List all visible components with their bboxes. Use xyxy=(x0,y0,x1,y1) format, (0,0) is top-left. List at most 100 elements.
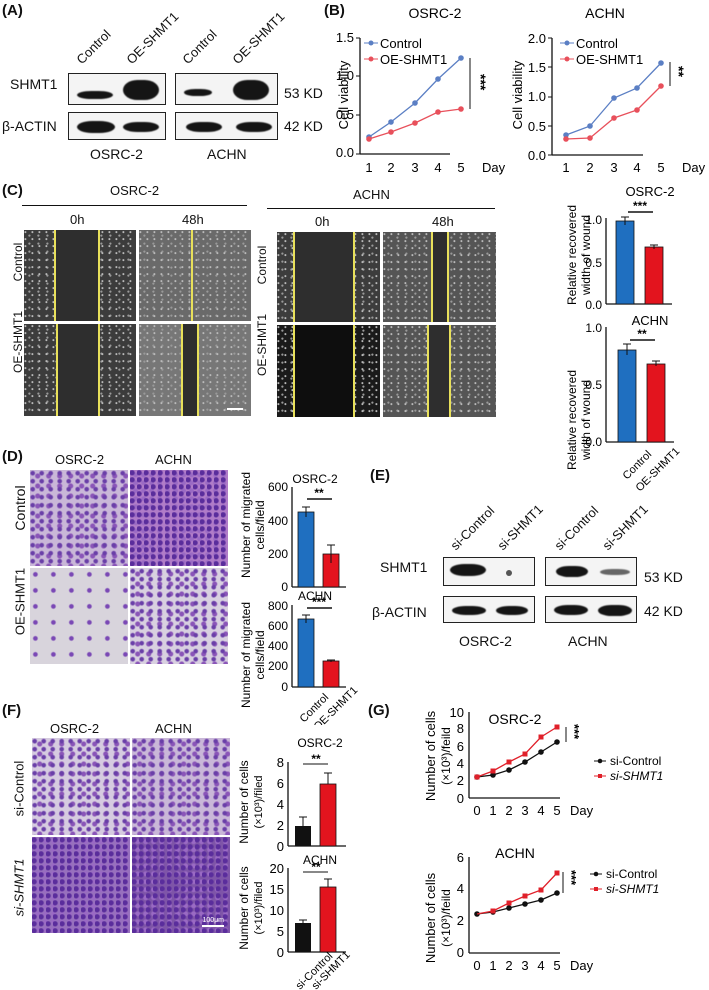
svg-text:0.5: 0.5 xyxy=(528,119,546,134)
svg-text:0: 0 xyxy=(457,791,464,806)
svg-text:2: 2 xyxy=(457,913,464,928)
svg-text:4: 4 xyxy=(457,756,464,771)
svg-text:3: 3 xyxy=(521,958,528,973)
svg-text:8: 8 xyxy=(277,755,284,770)
c-row-control: Control xyxy=(11,242,25,282)
f-row-sicontrol: si-Control xyxy=(11,760,27,817)
svg-text:5: 5 xyxy=(457,160,464,175)
svg-text:2: 2 xyxy=(277,818,284,833)
cell-line-osrc2: OSRC-2 xyxy=(459,633,512,649)
svg-text:4: 4 xyxy=(537,803,544,818)
blot-actin-osrc2 xyxy=(443,596,535,623)
wound-image xyxy=(24,324,136,416)
svg-text:800: 800 xyxy=(268,599,288,613)
svg-text:Day: Day xyxy=(570,803,594,818)
d-row-control: Control xyxy=(12,485,28,531)
panel-label-b: (B) xyxy=(324,2,345,19)
d-row-oe: OE-SHMT1 xyxy=(12,567,28,636)
svg-text:(×10³)/filed: (×10³)/filed xyxy=(253,882,265,935)
svg-text:Number of migrated: Number of migrated xyxy=(239,472,253,578)
svg-text:0.0: 0.0 xyxy=(585,435,602,449)
svg-text:ACHN: ACHN xyxy=(298,589,332,603)
svg-text:3: 3 xyxy=(521,803,528,818)
svg-text:6: 6 xyxy=(277,776,284,791)
lane-label: OE-SHMT1 xyxy=(123,8,182,67)
svg-text:cells/field: cells/field xyxy=(253,630,267,679)
svg-text:4: 4 xyxy=(633,160,640,175)
wound-image xyxy=(139,324,251,416)
mw-42kd: 42 KD xyxy=(284,118,323,134)
svg-text:(×10³)/feild: (×10³)/feild xyxy=(439,889,453,947)
svg-text:(×10³)/feild: (×10³)/feild xyxy=(439,727,453,785)
svg-text:si-Control: si-Control xyxy=(610,754,661,768)
cell-line-osrc2: OSRC-2 xyxy=(90,146,143,162)
svg-text:1: 1 xyxy=(562,160,569,175)
svg-text:1.5: 1.5 xyxy=(336,30,354,45)
wound-image xyxy=(383,232,496,322)
row-label-actin: β-ACTIN xyxy=(2,118,57,134)
wound-image xyxy=(24,230,136,321)
svg-text:6: 6 xyxy=(457,850,464,865)
transwell-image xyxy=(130,568,228,664)
svg-text:0.5: 0.5 xyxy=(585,378,602,392)
scale-bar xyxy=(227,408,243,410)
svg-text:OE-SHMT1: OE-SHMT1 xyxy=(380,52,447,67)
d-cellline-achn: ACHN xyxy=(155,452,192,467)
svg-text:ACHN: ACHN xyxy=(495,845,535,861)
f-cellline-osrc2: OSRC-2 xyxy=(50,721,100,736)
svg-text:5: 5 xyxy=(553,958,560,973)
svg-text:cells/field: cells/field xyxy=(253,500,267,549)
svg-text:10: 10 xyxy=(270,903,284,918)
svg-text:5: 5 xyxy=(277,924,284,939)
wound-image xyxy=(383,325,496,417)
svg-text:5: 5 xyxy=(553,803,560,818)
svg-text:**: ** xyxy=(311,860,321,874)
svg-text:2: 2 xyxy=(505,803,512,818)
svg-text:Control: Control xyxy=(380,36,422,51)
svg-text:2: 2 xyxy=(586,160,593,175)
svg-text:Number of cells: Number of cells xyxy=(237,760,251,843)
chart-title: OSRC-2 xyxy=(409,5,462,21)
invasion-image xyxy=(32,738,130,835)
svg-text:0.5: 0.5 xyxy=(585,256,602,270)
svg-text:0: 0 xyxy=(277,945,284,960)
svg-text:Cell viability: Cell viability xyxy=(510,60,525,129)
svg-text:si-SHMT1: si-SHMT1 xyxy=(610,769,663,783)
svg-text:2: 2 xyxy=(457,773,464,788)
svg-text:1.0: 1.0 xyxy=(336,68,354,83)
transwell-image xyxy=(130,470,228,566)
c-time-48h: 48h xyxy=(182,212,204,227)
svg-text:1: 1 xyxy=(489,958,496,973)
svg-text:**: ** xyxy=(314,486,324,500)
panel-label-c: (C) xyxy=(2,182,23,199)
transwell-image xyxy=(30,470,128,566)
panel-label-g: (G) xyxy=(368,702,390,719)
transwell-image xyxy=(30,568,128,664)
svg-text:Day: Day xyxy=(570,958,594,973)
svg-text:***: *** xyxy=(312,595,326,609)
svg-text:ACHN: ACHN xyxy=(632,313,669,328)
cell-line-achn: ACHN xyxy=(568,633,608,649)
svg-text:6: 6 xyxy=(457,739,464,754)
svg-text:0.0: 0.0 xyxy=(528,148,546,163)
svg-text:200: 200 xyxy=(268,547,288,561)
d-cellline-osrc2: OSRC-2 xyxy=(55,452,105,467)
svg-text:3: 3 xyxy=(610,160,617,175)
cell-line-achn: ACHN xyxy=(207,146,247,162)
svg-text:0: 0 xyxy=(277,839,284,854)
svg-text:Relative recovered: Relative recovered xyxy=(565,370,579,470)
svg-text:(×10³)/filed: (×10³)/filed xyxy=(253,776,265,829)
svg-text:OSRC-2: OSRC-2 xyxy=(625,184,674,199)
viability-charts: OSRC-2 Cell viability 0.0 0.5 1.0 1.5 1 2 3 4 5… xyxy=(336,5,706,175)
lane-label: OE-SHMT1 xyxy=(229,8,288,67)
wound-image xyxy=(277,325,380,417)
svg-text:400: 400 xyxy=(268,639,288,653)
svg-text:Number of cells: Number of cells xyxy=(423,710,438,801)
c-time-0h: 0h xyxy=(70,212,85,227)
svg-text:5: 5 xyxy=(657,160,664,175)
svg-text:OSRC-2: OSRC-2 xyxy=(297,736,343,750)
blot-shmt1-osrc2 xyxy=(68,73,166,105)
svg-text:4: 4 xyxy=(457,881,464,896)
svg-text:**: ** xyxy=(637,327,647,341)
svg-text:***: *** xyxy=(564,870,579,886)
